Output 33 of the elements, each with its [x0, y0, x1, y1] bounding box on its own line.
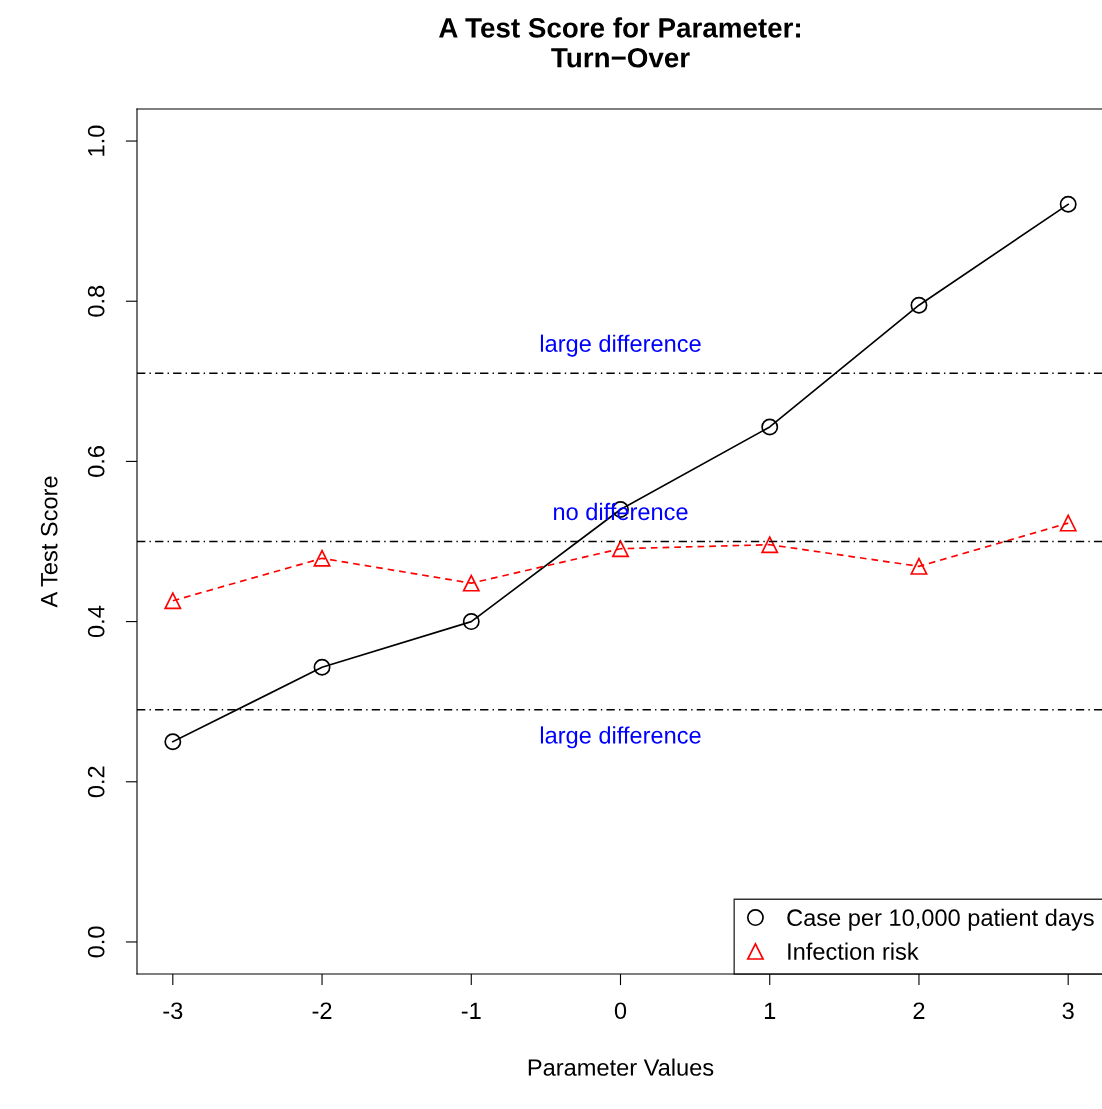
point: [1059, 195, 1077, 213]
x-tick-label: 0: [614, 1002, 627, 1020]
x-tick-label: -1: [461, 1002, 481, 1019]
ref-line-label: large difference: [540, 334, 701, 357]
point: [462, 574, 480, 592]
point: [313, 549, 331, 567]
y-tick-label: 1.0: [87, 125, 105, 156]
chart-title: A Test Score for Parameter: Turn−Over: [439, 17, 800, 68]
point: [761, 536, 779, 554]
y-tick-label: 0.0: [87, 926, 105, 958]
x-tick-label: 2: [913, 1002, 925, 1019]
x-tick-label: 3: [1062, 1002, 1074, 1020]
point: [313, 658, 331, 676]
point: [761, 418, 779, 436]
x-tick-label: -2: [312, 1002, 332, 1019]
y-tick-label: 0.2: [87, 766, 105, 798]
y-tick-label: 0.6: [87, 446, 105, 477]
ref-line-label: large difference: [540, 726, 701, 749]
point: [612, 540, 629, 558]
y-tick-label: 0.4: [87, 605, 105, 638]
point: [462, 613, 480, 631]
point: [910, 296, 928, 314]
y-axis-title: A Test Score: [40, 476, 58, 608]
y-tick-label: 0.8: [87, 285, 105, 317]
legend-label: Infection risk: [788, 942, 919, 960]
point: [164, 592, 182, 610]
x-axis-title: Parameter Values: [528, 1058, 714, 1076]
x-tick-label: -3: [163, 1002, 183, 1020]
x-tick-label: 1: [764, 1002, 776, 1019]
legend-label: Case per 10,000 patient days: [787, 908, 1094, 931]
point: [1059, 514, 1077, 532]
point: [910, 557, 928, 575]
point: [164, 733, 182, 751]
